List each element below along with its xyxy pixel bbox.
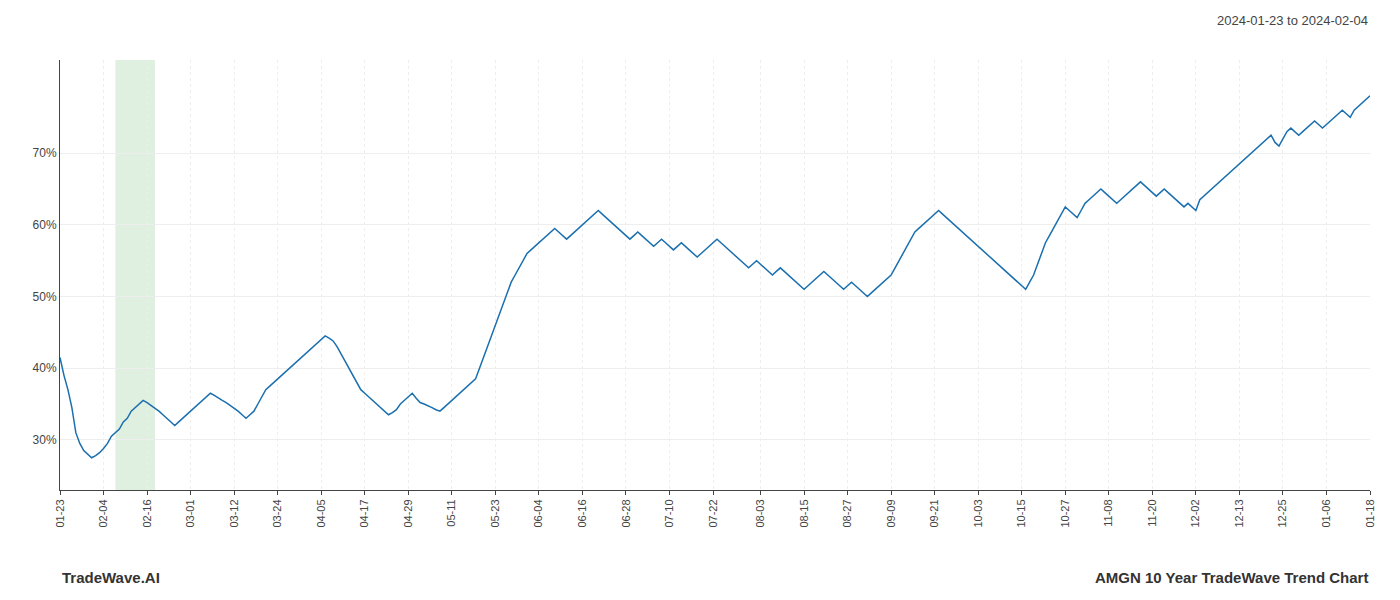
svg-text:06-16: 06-16 bbox=[576, 499, 588, 527]
svg-text:08-15: 08-15 bbox=[798, 499, 810, 527]
svg-text:50%: 50% bbox=[33, 290, 57, 304]
svg-text:10-27: 10-27 bbox=[1059, 499, 1071, 527]
svg-text:05-11: 05-11 bbox=[445, 499, 457, 526]
svg-text:04-29: 04-29 bbox=[402, 499, 414, 527]
svg-text:12-25: 12-25 bbox=[1277, 499, 1289, 527]
svg-text:70%: 70% bbox=[33, 146, 57, 160]
svg-text:11-20: 11-20 bbox=[1146, 499, 1158, 526]
svg-text:01-18: 01-18 bbox=[1364, 499, 1376, 527]
svg-text:40%: 40% bbox=[33, 361, 57, 375]
svg-text:06-04: 06-04 bbox=[532, 499, 544, 527]
svg-text:01-06: 01-06 bbox=[1320, 499, 1332, 527]
svg-text:30%: 30% bbox=[33, 433, 57, 447]
svg-text:11-08: 11-08 bbox=[1102, 499, 1114, 526]
svg-text:02-16: 02-16 bbox=[141, 499, 153, 527]
svg-text:09-21: 09-21 bbox=[928, 499, 940, 527]
svg-text:04-17: 04-17 bbox=[358, 499, 370, 527]
svg-text:12-13: 12-13 bbox=[1233, 499, 1245, 527]
svg-text:2024-01-23 to 2024-02-04: 2024-01-23 to 2024-02-04 bbox=[1217, 13, 1368, 28]
svg-text:03-01: 03-01 bbox=[184, 499, 196, 527]
svg-text:10-03: 10-03 bbox=[972, 499, 984, 527]
svg-text:03-24: 03-24 bbox=[271, 499, 283, 527]
svg-text:06-28: 06-28 bbox=[620, 499, 632, 527]
svg-text:01-23: 01-23 bbox=[54, 499, 66, 527]
svg-text:08-27: 08-27 bbox=[841, 499, 853, 527]
svg-text:09-09: 09-09 bbox=[885, 499, 897, 527]
svg-text:10-15: 10-15 bbox=[1015, 499, 1027, 527]
svg-text:AMGN 10 Year TradeWave Trend C: AMGN 10 Year TradeWave Trend Chart bbox=[1095, 569, 1368, 586]
svg-text:08-03: 08-03 bbox=[754, 499, 766, 527]
svg-text:07-10: 07-10 bbox=[663, 499, 675, 527]
svg-text:02-04: 02-04 bbox=[97, 499, 109, 527]
svg-text:60%: 60% bbox=[33, 218, 57, 232]
svg-text:12-02: 12-02 bbox=[1189, 499, 1201, 527]
svg-text:TradeWave.AI: TradeWave.AI bbox=[62, 569, 160, 586]
svg-text:04-05: 04-05 bbox=[315, 499, 327, 527]
svg-text:05-23: 05-23 bbox=[489, 499, 501, 527]
svg-text:03-12: 03-12 bbox=[228, 499, 240, 527]
svg-text:07-22: 07-22 bbox=[707, 499, 719, 527]
